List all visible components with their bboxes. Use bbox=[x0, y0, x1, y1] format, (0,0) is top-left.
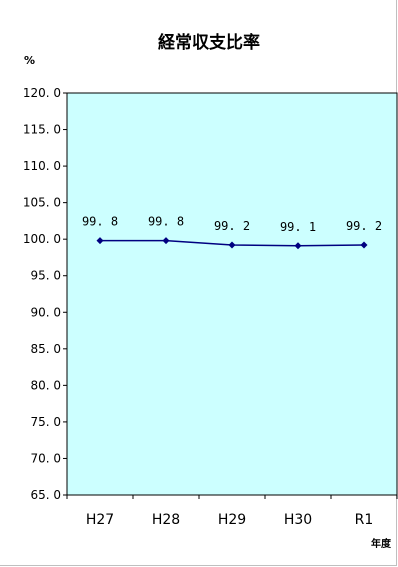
y-tick-label: 110. 0 bbox=[23, 159, 61, 173]
y-tick-label: 65. 0 bbox=[30, 488, 61, 502]
data-point bbox=[228, 241, 236, 249]
data-point bbox=[294, 242, 302, 250]
y-tick-label: 105. 0 bbox=[23, 196, 61, 210]
x-axis-unit: 年度 bbox=[371, 537, 392, 550]
x-tick-label: H27 bbox=[86, 512, 114, 528]
data-point bbox=[162, 237, 170, 245]
plot-area bbox=[66, 92, 398, 496]
x-tick-label: R1 bbox=[355, 512, 374, 528]
x-tick-label: H30 bbox=[284, 512, 312, 528]
y-axis: 65. 0 70. 0 75. 0 80. 0 85. 0 90. 0 95. 0 100. … bbox=[23, 86, 67, 502]
data-label: 99. 2 bbox=[346, 219, 382, 233]
y-tick-label: 95. 0 bbox=[30, 269, 61, 283]
data-label: 99. 8 bbox=[148, 215, 184, 229]
x-tick-label: H28 bbox=[152, 512, 180, 528]
data-label: 99. 2 bbox=[214, 219, 250, 233]
x-tick-label: H29 bbox=[218, 512, 246, 528]
y-tick-label: 120. 0 bbox=[23, 86, 61, 100]
y-tick-label: 75. 0 bbox=[30, 415, 61, 429]
y-tick-label: 90. 0 bbox=[30, 305, 61, 319]
data-point bbox=[360, 241, 368, 249]
y-tick-label: 80. 0 bbox=[30, 378, 61, 392]
y-tick-label: 100. 0 bbox=[23, 232, 61, 246]
y-tick-label: 85. 0 bbox=[30, 342, 61, 356]
data-label: 99. 8 bbox=[82, 215, 118, 229]
data-point bbox=[96, 237, 104, 245]
x-axis: H27 H28 H29 H30 R1 bbox=[66, 495, 398, 528]
y-tick-label: 115. 0 bbox=[23, 123, 61, 137]
y-tick-label: 70. 0 bbox=[30, 451, 61, 465]
data-labels: 99. 8 99. 8 99. 2 99. 1 99. 2 bbox=[82, 215, 382, 234]
data-label: 99. 1 bbox=[280, 220, 316, 234]
data-markers bbox=[96, 237, 368, 250]
chart-title: 経常収支比率 bbox=[158, 32, 260, 53]
y-axis-unit: % bbox=[24, 54, 35, 67]
